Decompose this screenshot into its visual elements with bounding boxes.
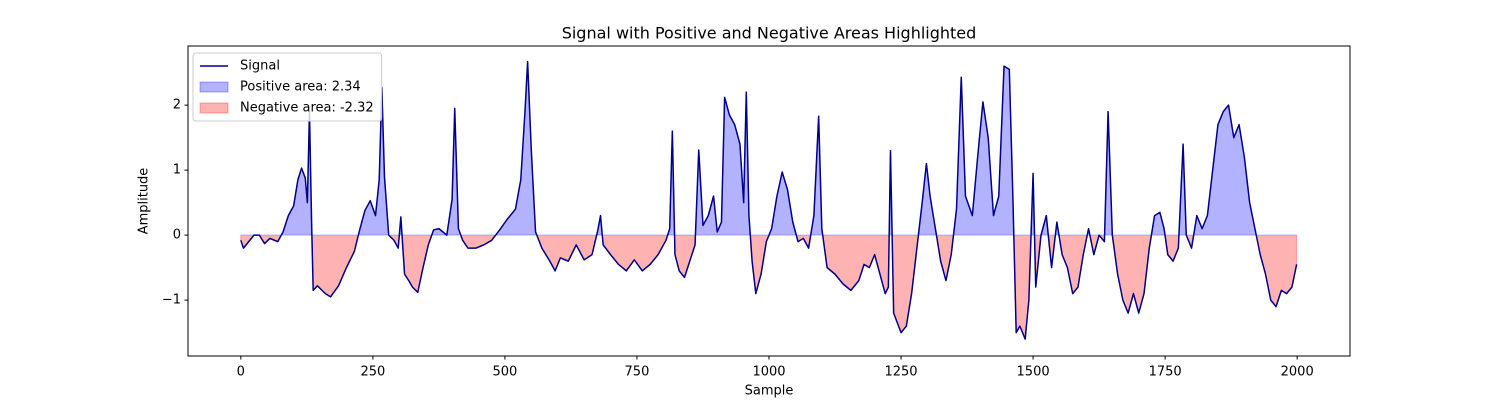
x-tick-label: 0 [237,365,245,380]
chart-title: Signal with Positive and Negative Areas … [562,24,977,43]
y-tick-label: −1 [162,293,181,308]
y-tick-label: 2 [173,98,181,113]
legend-swatch [199,81,229,93]
x-tick-label: 750 [625,365,650,380]
legend-label: Positive area: 2.34 [240,80,361,95]
y-tick-label: 1 [173,163,181,178]
x-axis-label: Sample [745,384,794,399]
y-tick-label: 0 [173,228,181,243]
fill-area [240,235,1298,340]
x-tick-label: 1500 [1017,365,1050,380]
x-tick-label: 1000 [752,365,785,380]
x-tick-label: 250 [360,365,385,380]
legend-label: Signal [240,59,280,74]
y-axis-label: Amplitude [137,168,152,235]
legend-box [192,52,383,122]
legend-label: Negative area: -2.32 [240,101,374,116]
x-tick-label: 500 [492,365,517,380]
signal-line [240,60,1298,340]
x-tick-label: 1750 [1149,365,1182,380]
legend-swatch [199,102,229,114]
x-tick-label: 2000 [1281,365,1314,380]
x-tick-label: 1250 [884,365,917,380]
